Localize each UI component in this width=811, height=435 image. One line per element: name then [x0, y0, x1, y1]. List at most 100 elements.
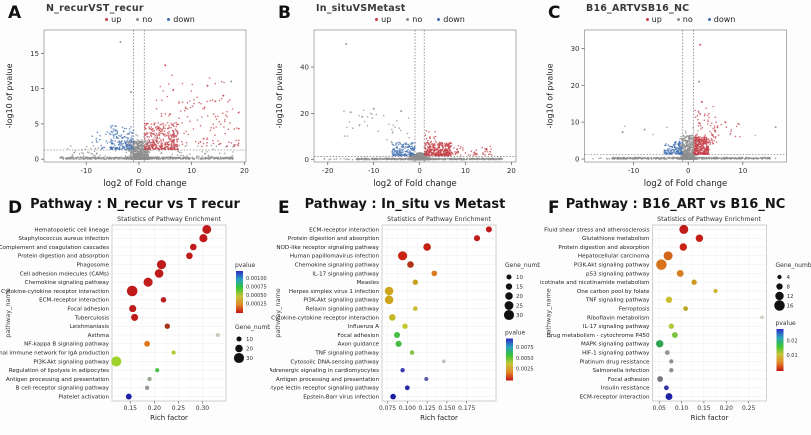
gene-number-legend-title: Gene_number [776, 262, 811, 269]
pathway-label: Measles [356, 280, 379, 286]
pathway-label: Platelet activation [58, 395, 109, 401]
pathway-dot [390, 393, 396, 400]
pathway-label: Chemokine signaling pathway [295, 263, 380, 269]
pathway-subtitle-d: Statistics of Pathway Enrichment [117, 216, 221, 223]
axes: -10 0 10 20 0 5 10 15 log2 of Fold change -log10 … [5, 50, 249, 189]
legend: pvalue 0.00100 0.00075 0.00050 0.00025 Gene_n… [233, 262, 270, 364]
pathway-dot [412, 279, 418, 285]
y-tick-label: 0 [305, 156, 309, 164]
pathway-dot [155, 368, 160, 373]
gene-size-label: 4 [787, 275, 791, 281]
gene-number-legend-title: Gene_number [235, 324, 270, 331]
pathway-label: Cell adhesion molecules (CAMs) [20, 271, 109, 277]
panel-letter-e: E [278, 198, 290, 218]
gene-size-label: 12 [787, 294, 794, 300]
panel-letter-b: B [278, 3, 291, 23]
legend-item-down: down [167, 15, 195, 24]
axes: 0.05 0.10 0.15 0.20 0.25 Rich factor pathway_n… [545, 288, 756, 422]
pathway-label: Focal adhesion [608, 377, 650, 383]
y-tick-label: 10 [30, 85, 39, 93]
pathway-label: C-type lectin receptor signaling pathway [270, 386, 380, 392]
legend-up-dot-icon [375, 18, 379, 21]
legend-down-dot-icon [707, 18, 711, 21]
pathway-dot [202, 224, 212, 234]
y-axis-label: -log10 of pvalue [5, 63, 14, 128]
x-tick-label: 10 [738, 167, 747, 175]
pathway-label: ECM-receptor interaction [39, 298, 109, 304]
legend-down-label: down [443, 15, 465, 24]
pathway-label: Herpes simplex virus 1 infection [289, 289, 380, 295]
gene-size-label: 30 [516, 313, 523, 319]
x-tick-label: -20 [322, 167, 333, 175]
pvalue-tick-label: 0.02 [787, 339, 798, 345]
y-tick-label: 0 [575, 156, 579, 164]
pathway-label: Platinum drug resistance [580, 359, 650, 365]
x-tick-label: 0.30 [196, 405, 210, 412]
pathway-label: ECM-receptor interaction [580, 395, 650, 401]
legend-no-label: no [412, 15, 423, 24]
pathway-plot-f: Fluid shear stress and atherosclerosis Gl… [540, 224, 811, 422]
pvalue-legend-title: pvalue [505, 330, 526, 337]
panel-letter-d: D [8, 198, 23, 218]
legend-down-dot-icon [167, 18, 171, 21]
pathway-dot [156, 260, 167, 270]
legend-up-label: up [651, 15, 662, 24]
volcano-legend-c: up no down [570, 15, 811, 24]
pathway-label: Adrenergic signaling in cardiomyocytes [270, 368, 379, 374]
x-tick-label: 0.125 [419, 405, 436, 412]
legend-down-label: down [713, 15, 736, 24]
pathway-label: One carbon pool by folate [577, 289, 650, 295]
x-tick-label: 0.20 [720, 405, 734, 412]
pathway-dot [409, 350, 415, 355]
pvalue-tick-label: 0.0025 [516, 367, 534, 373]
y-tick-label: 40 [300, 64, 309, 72]
pathway-dot [760, 315, 764, 320]
x-tick-label: 0 [686, 167, 690, 175]
legend-down-label: down [173, 15, 195, 24]
legend-item-up: up [645, 15, 662, 24]
x-axis-label: log2 of Fold change [644, 179, 728, 189]
volcano-plot-c: -10 0 10 0 10 20 30 log2 of Fold change -log10 o… [546, 29, 787, 189]
pvalue-tick-label: 0.0075 [516, 345, 534, 351]
x-axis-label: log2 of Fold change [103, 179, 187, 189]
pathway-label: Nicotinate and nicotinamide metabolism [540, 280, 650, 286]
pathway-dot [664, 350, 670, 355]
legend-item-no: no [676, 15, 693, 24]
pathway-label: Protein digestion and absorption [18, 254, 110, 260]
y-tick-label: 5 [35, 120, 39, 128]
pathway-dot [143, 277, 153, 287]
pathway-subtitle-e: Statistics of Pathway Enrichment [387, 216, 491, 223]
x-tick-label: 0.15 [124, 405, 138, 412]
pathway-label: Focal adhesion [337, 333, 379, 339]
pathway-label: HIF-1 signaling pathway [582, 351, 650, 357]
y-tick-label: 20 [300, 110, 309, 118]
pathway-label: NF-kappa B signaling pathway [24, 342, 110, 348]
y-tick-label: 20 [571, 82, 580, 90]
pathway-label: Salmonella infection [592, 368, 649, 374]
panel-b: B In_situVSMetast up no down -20 -10 0 10 20… [270, 0, 540, 195]
pathway-dot [400, 368, 405, 373]
pvalue-tick-label: 0.00100 [246, 276, 267, 282]
pvalue-legend-title: pvalue [776, 320, 797, 327]
pathway-dot [125, 393, 132, 400]
gene-size-dot [777, 274, 782, 280]
x-tick-label: 0.25 [742, 405, 756, 412]
axes: -10 0 10 0 10 20 30 log2 of Fold change -log10 o… [546, 45, 748, 189]
pathway-dot [669, 368, 674, 373]
pathway-dot [676, 269, 684, 277]
legend-down-dot-icon [437, 18, 441, 21]
pathway-dot [126, 285, 138, 297]
pathway-label: Leishmaniasis [70, 324, 109, 330]
gene-size-dot [774, 300, 785, 311]
gene-size-label: 10 [516, 275, 523, 281]
pathway-dot [431, 270, 438, 277]
x-tick-label: 20 [507, 167, 516, 175]
legend-item-down: down [707, 15, 736, 24]
legend-no-dot-icon [136, 18, 140, 21]
pathway-label: Hepatocellular carcinoma [578, 254, 650, 260]
pvalue-legend-title: pvalue [235, 262, 256, 269]
pathway-label: Phagosome [76, 263, 109, 269]
gene-size-dot [236, 336, 242, 342]
x-tick-label: 0.10 [675, 405, 689, 412]
